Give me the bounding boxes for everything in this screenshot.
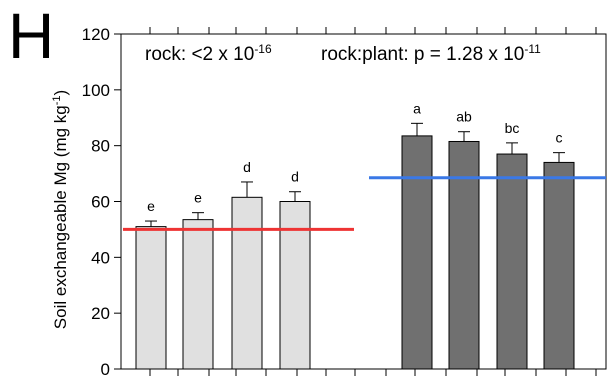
y-axis-label-close: ): [51, 90, 70, 96]
annotation-rock-exponent: -16: [254, 42, 272, 56]
y-axis-label: Soil exchangeable Mg (mg kg-1): [51, 90, 70, 329]
labels-layer: e e d d a ab bc c rock: <2 x 10-16 rock:plant: p …: [145, 42, 563, 214]
significance-letter: c: [556, 130, 563, 146]
mean-lines-layer: [123, 176, 606, 231]
bars-layer: [135, 122, 575, 370]
y-tick-label: 0: [101, 360, 110, 379]
significance-letter: d: [243, 159, 251, 175]
significance-letter: e: [194, 190, 202, 206]
bar: [401, 135, 433, 370]
y-tick-label: 80: [91, 137, 110, 156]
annotation-rockplant: rock:plant: p = 1.28 x 10-11: [321, 42, 541, 65]
bar: [543, 161, 575, 370]
y-tick-label: 100: [82, 81, 110, 100]
annotation-rockplant-base: rock:plant: p = 1.28 x 10: [321, 44, 524, 65]
bar: [496, 153, 528, 370]
bar: [279, 201, 311, 370]
axes-layer: 0 20 40 60 80 100 120 Soil exchangeable Mg (mg …: [51, 25, 607, 379]
annotation-rock-base: rock: <2 x 10: [145, 44, 254, 65]
annotation-rock: rock: <2 x 10-16: [145, 42, 272, 65]
y-tick-label: 40: [91, 248, 110, 267]
bar: [135, 226, 167, 370]
bar: [231, 196, 263, 370]
significance-letter: d: [291, 169, 299, 185]
annotation-rockplant-exponent: -11: [524, 42, 541, 56]
y-axis-label-superscript: -1: [51, 95, 63, 105]
significance-letter: a: [413, 100, 421, 116]
bar: [182, 219, 214, 370]
y-tick-label: 20: [91, 304, 110, 323]
bar: [448, 140, 480, 370]
y-tick-label: 60: [91, 193, 110, 212]
y-axis-label-base: Soil exchangeable Mg (mg kg: [51, 105, 70, 329]
y-tick-label: 120: [82, 25, 110, 44]
significance-letter: e: [147, 198, 155, 214]
significance-letter: ab: [456, 109, 472, 125]
significance-letter: bc: [505, 120, 520, 136]
panel-label: H: [8, 0, 55, 72]
